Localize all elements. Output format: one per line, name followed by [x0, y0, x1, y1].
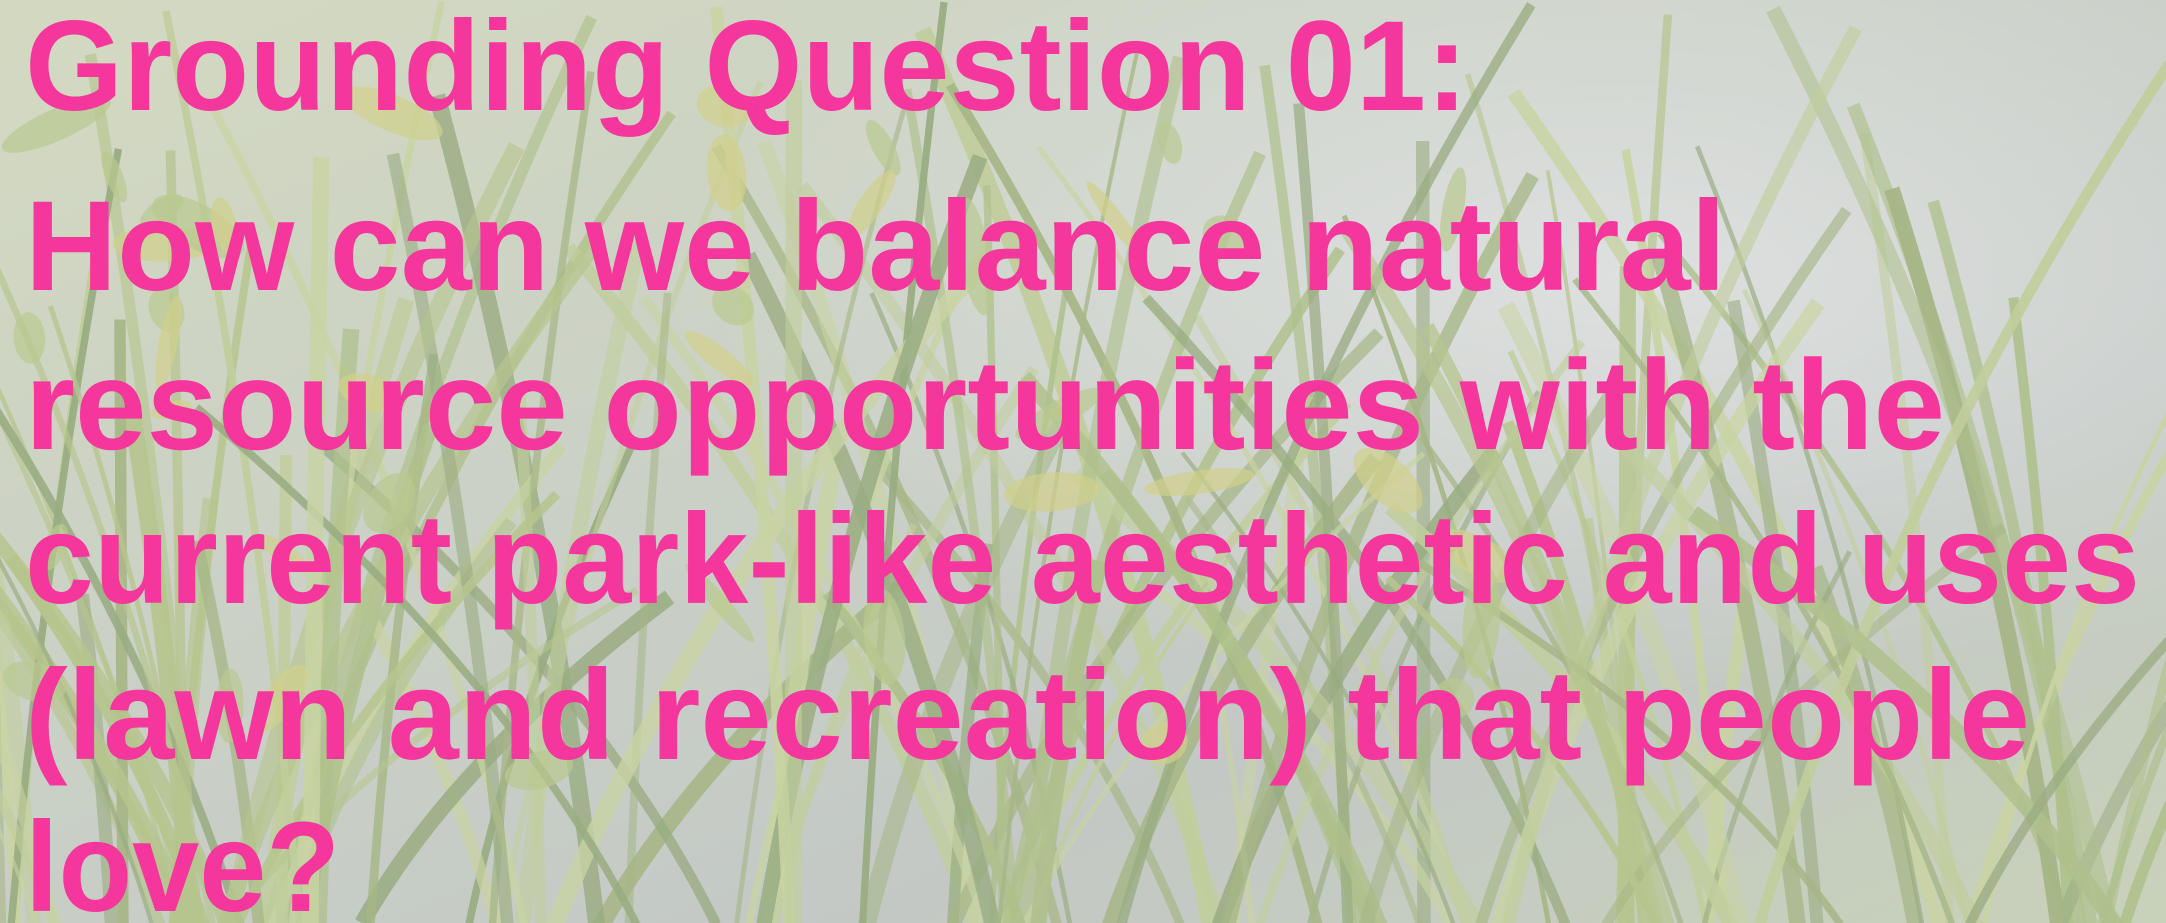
slide: Grounding Question 01: How can we balanc…: [0, 0, 2166, 923]
question-line: love?: [25, 796, 340, 923]
slide-title: Grounding Question 01:: [25, 0, 1468, 138]
question-line: (lawn and recreation) that people: [25, 644, 2030, 787]
question-line: current park-like aesthetic and uses: [25, 488, 2140, 631]
question-line: How can we balance natural: [25, 175, 1726, 318]
question-line: resource opportunities with the: [25, 334, 1945, 477]
